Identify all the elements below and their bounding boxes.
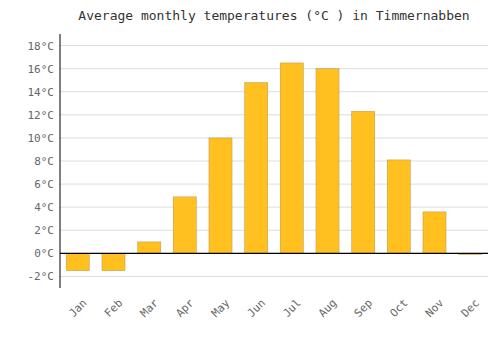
bar — [316, 69, 339, 254]
y-tick-label: 2°C — [34, 224, 54, 237]
bar — [138, 242, 161, 254]
x-tick-label: Jun — [245, 297, 268, 320]
title: Average monthly temperatures (°C ) in Ti… — [78, 8, 469, 23]
y-tick-label: -2°C — [28, 270, 55, 283]
grid-line — [60, 45, 488, 46]
bar — [280, 63, 303, 254]
bar — [245, 82, 268, 253]
bar — [387, 160, 410, 254]
grid-line — [60, 91, 488, 92]
y-tick-label: 0°C — [34, 247, 54, 260]
y-tick-label: 14°C — [28, 86, 55, 99]
grid-line — [60, 253, 488, 254]
x-tick-label: Nov — [423, 296, 447, 320]
x-tick-label: Sep — [352, 297, 375, 320]
bar — [102, 253, 125, 270]
y-tick-label: 18°C — [28, 40, 55, 53]
grid-line — [60, 276, 488, 277]
grid-line — [60, 161, 488, 162]
bar — [352, 111, 375, 253]
bar — [173, 197, 196, 254]
grid-line — [60, 207, 488, 208]
x-tick-label: Apr — [173, 296, 197, 320]
y-tick-label: 4°C — [34, 201, 54, 214]
x-tick-label: Oct — [387, 297, 410, 320]
y-axis-line — [60, 34, 61, 288]
y-tick-label: 12°C — [28, 109, 55, 122]
y-tick-label: 10°C — [28, 132, 55, 145]
zero-line — [60, 253, 488, 254]
chart: Average monthly temperatures (°C ) in Ti… — [0, 0, 500, 350]
x-tick-label: Jan — [66, 297, 89, 320]
bar — [66, 253, 89, 270]
grid-line — [60, 137, 488, 138]
x-tick-label: Aug — [316, 297, 339, 320]
y-tick-label: 6°C — [34, 178, 54, 191]
x-tick-label: Feb — [102, 297, 125, 320]
bar — [423, 212, 446, 254]
x-tick-label: May — [209, 296, 233, 320]
x-tick-label: Dec — [459, 297, 482, 320]
y-tick-label: 8°C — [34, 155, 54, 168]
x-tick-label: Mar — [138, 296, 162, 320]
grid-line — [60, 114, 488, 115]
x-tick-label: Jul — [280, 297, 303, 320]
grid-line — [60, 68, 488, 69]
y-tick-label: 16°C — [28, 63, 55, 76]
grid-line — [60, 184, 488, 185]
bar — [209, 138, 232, 253]
